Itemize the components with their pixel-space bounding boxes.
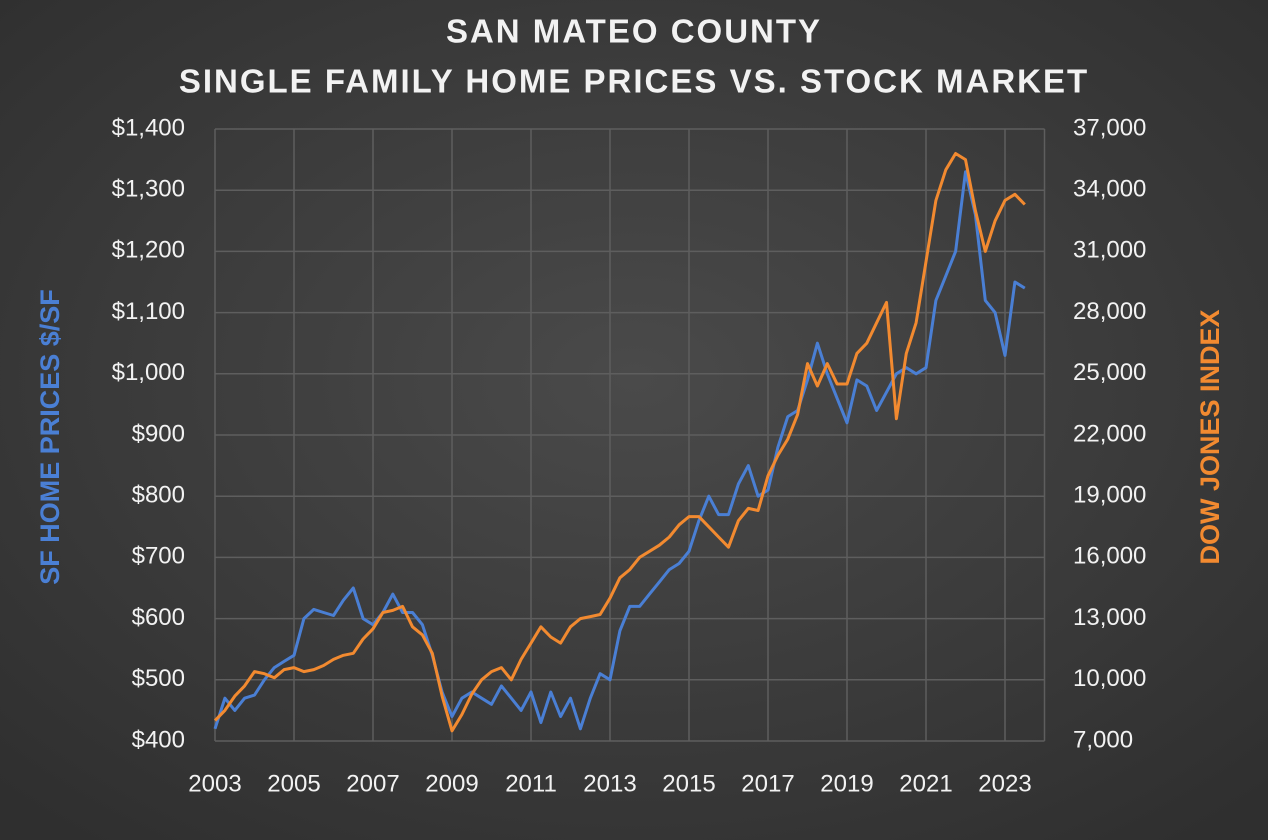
y2-tick-label: 13,000 xyxy=(1073,604,1146,631)
y-tick-label: $800 xyxy=(132,482,185,509)
y-tick-label: $1,100 xyxy=(112,298,185,325)
y2-tick-label: 25,000 xyxy=(1073,359,1146,386)
y-tick-label: $500 xyxy=(132,665,185,692)
y2-tick-label: 28,000 xyxy=(1073,298,1146,325)
y-tick-label: $1,000 xyxy=(112,359,185,386)
y-tick-label: $1,200 xyxy=(112,237,185,264)
y2-tick-label: 34,000 xyxy=(1073,176,1146,203)
y-tick-label: $700 xyxy=(132,543,185,570)
y-axis-label: SF HOME PRICES $/SF xyxy=(35,289,65,585)
plot xyxy=(213,152,1026,733)
x-tick-label: 2023 xyxy=(978,770,1031,797)
x-tick-label: 2011 xyxy=(505,770,557,797)
y2-tick-label: 7,000 xyxy=(1073,726,1133,753)
x-tick-label: 2007 xyxy=(346,770,399,797)
x-tick-label: 2005 xyxy=(267,770,320,797)
y2-tick-label: 16,000 xyxy=(1073,543,1146,570)
x-tick-label: 2019 xyxy=(820,770,873,797)
y-tick-label: $1,300 xyxy=(112,176,185,203)
y2-tick-label: 19,000 xyxy=(1073,482,1146,509)
y2-axis-label: DOW JONES INDEX xyxy=(1195,309,1225,564)
y2-tick-label: 22,000 xyxy=(1073,420,1146,447)
x-tick-label: 2009 xyxy=(425,770,478,797)
chart-subtitle: SINGLE FAMILY HOME PRICES VS. STOCK MARK… xyxy=(179,63,1089,100)
x-tick-label: 2015 xyxy=(662,770,715,797)
y-tick-label: $1,400 xyxy=(112,114,185,141)
x-tick-label: 2003 xyxy=(188,770,241,797)
y-tick-label: $900 xyxy=(132,420,185,447)
line-series xyxy=(213,152,1026,733)
y2-tick-label: 37,000 xyxy=(1073,114,1146,141)
x-tick-label: 2013 xyxy=(583,770,636,797)
y-tick-label: $400 xyxy=(132,726,185,753)
line-series xyxy=(213,170,1026,731)
chart-title: SAN MATEO COUNTY xyxy=(446,13,822,50)
y2-tick-label: 10,000 xyxy=(1073,665,1146,692)
y2-tick-label: 31,000 xyxy=(1073,237,1146,264)
y-tick-label: $600 xyxy=(132,604,185,631)
x-tick-label: 2017 xyxy=(741,770,794,797)
grid xyxy=(214,128,1046,742)
x-tick-label: 2021 xyxy=(899,770,952,797)
